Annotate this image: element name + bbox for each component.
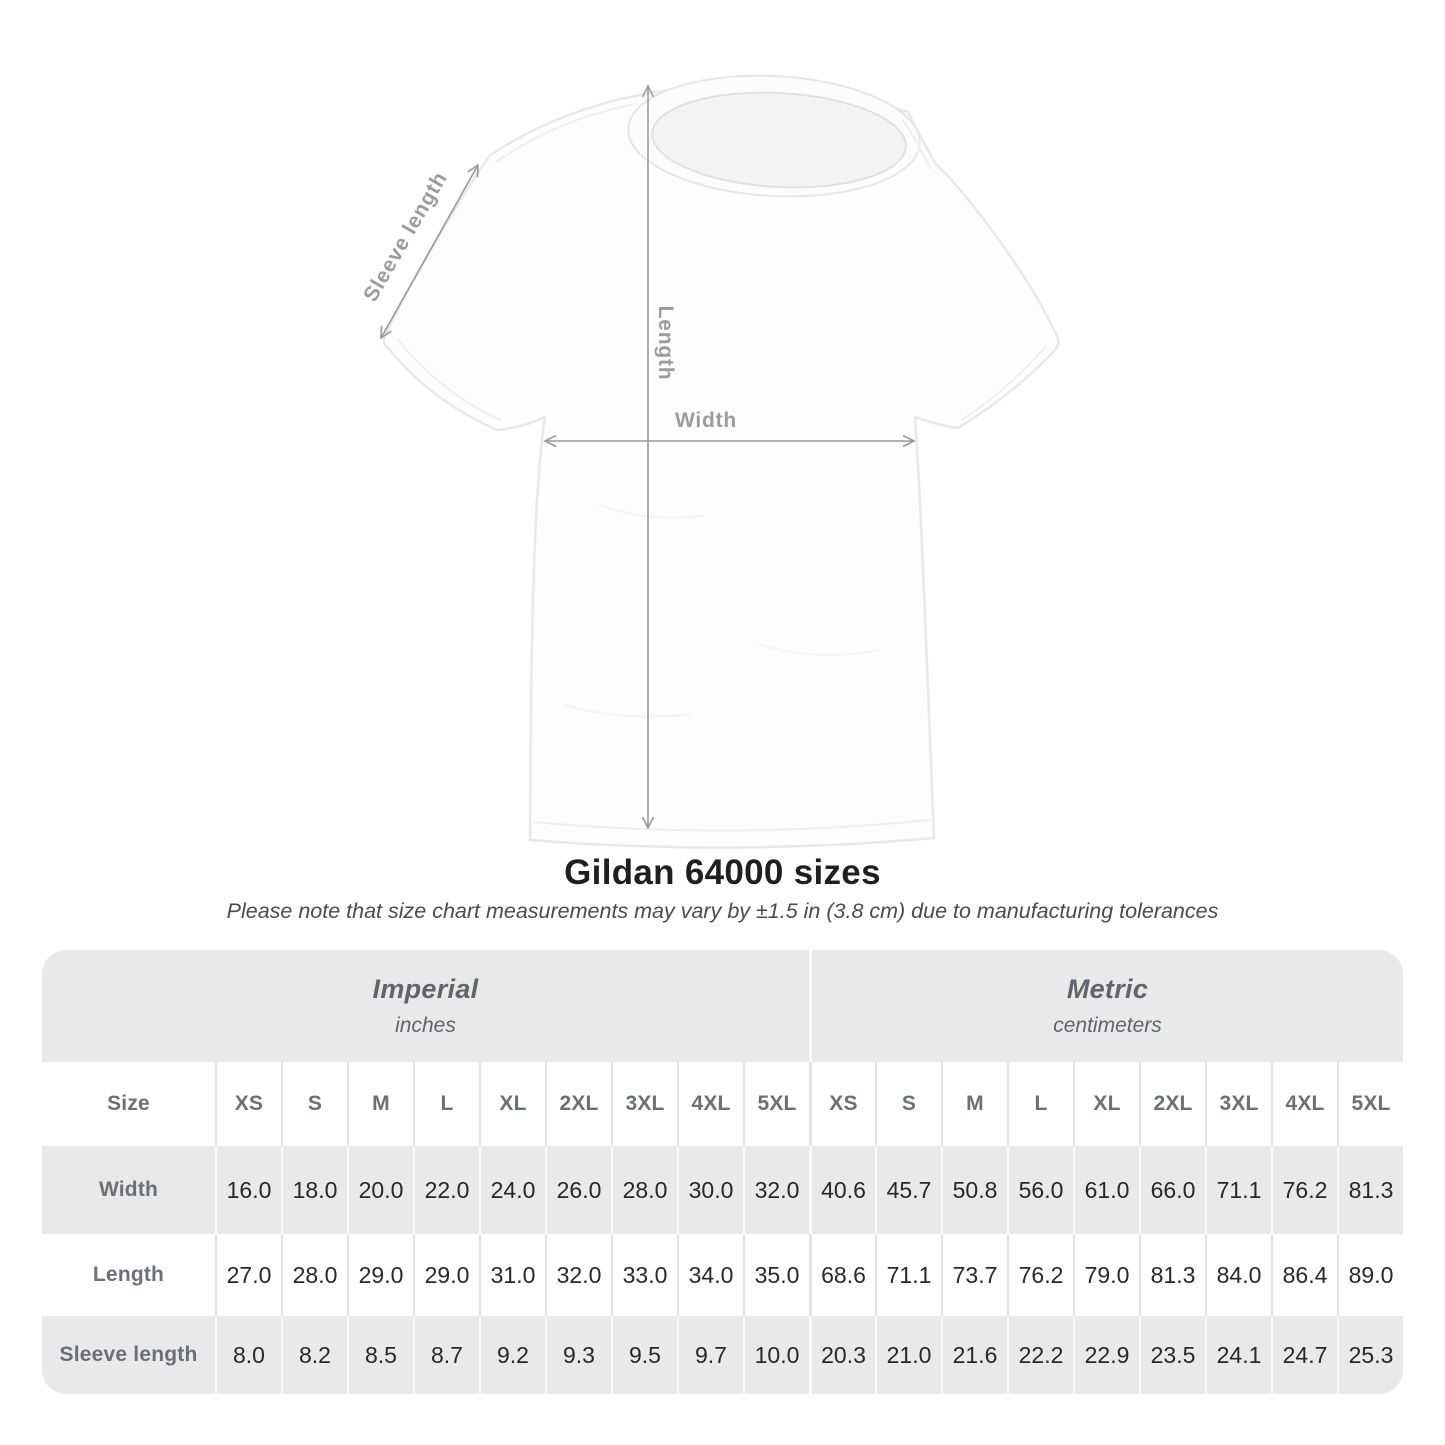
width-metric-cell: 61.0 xyxy=(1073,1146,1139,1234)
length-metric-cell: 71.1 xyxy=(875,1234,941,1316)
size-header-cell: M xyxy=(941,1062,1007,1146)
width-metric-cell: 56.0 xyxy=(1007,1146,1073,1234)
sleeve-metric-cell: 25.3 xyxy=(1337,1316,1403,1394)
length-metric-cell: 86.4 xyxy=(1271,1234,1337,1316)
sleeve-imperial-cell: 8.7 xyxy=(413,1316,479,1394)
width-imperial-cell: 32.0 xyxy=(743,1146,809,1234)
width-row-label: Width xyxy=(98,1178,159,1201)
width-metric-cell: 76.2 xyxy=(1271,1146,1337,1234)
imperial-header: Imperial xyxy=(372,974,479,1004)
length-metric-cell: 68.6 xyxy=(809,1234,875,1316)
tolerance-note: Please note that size chart measurements… xyxy=(226,899,1219,923)
metric-unit-label: centimeters xyxy=(1053,1014,1162,1037)
unit-header-row: Imperial inches Metric centimeters xyxy=(42,950,1403,1062)
size-header-cell: XS xyxy=(215,1062,281,1146)
width-measure-label: Width xyxy=(674,409,738,432)
length-imperial-cell: 29.0 xyxy=(347,1234,413,1316)
sleeve-imperial-cell: 9.5 xyxy=(611,1316,677,1394)
sleeve-length-arrow xyxy=(380,163,479,340)
length-metric-cell: 89.0 xyxy=(1337,1234,1403,1316)
size-header-cell: 4XL xyxy=(1271,1062,1337,1146)
width-imperial-cell: 26.0 xyxy=(545,1146,611,1234)
size-header-row: Size XS S M L XL 2XL 3XL 4XL 5XL XS S M … xyxy=(42,1062,1403,1146)
length-imperial-cell: 34.0 xyxy=(677,1234,743,1316)
imperial-header-group: Imperial inches xyxy=(42,950,809,1062)
size-header-cell: 3XL xyxy=(1205,1062,1271,1146)
sleeve-metric-cell: 21.6 xyxy=(941,1316,1007,1394)
sleeve-metric-cell: 24.1 xyxy=(1205,1316,1271,1394)
sleeve-imperial-cell: 9.3 xyxy=(545,1316,611,1394)
width-metric-cell: 45.7 xyxy=(875,1146,941,1234)
width-imperial-cell: 18.0 xyxy=(281,1146,347,1234)
sleeve-imperial-cell: 8.5 xyxy=(347,1316,413,1394)
size-header-cell: S xyxy=(281,1062,347,1146)
width-metric-cell: 71.1 xyxy=(1205,1146,1271,1234)
size-header-cell: M xyxy=(347,1062,413,1146)
width-imperial-cell: 20.0 xyxy=(347,1146,413,1234)
width-data-row: Width 16.0 18.0 20.0 22.0 24.0 26.0 28.0… xyxy=(42,1146,1403,1234)
length-data-row: Length 27.0 28.0 29.0 29.0 31.0 32.0 33.… xyxy=(42,1234,1403,1316)
length-metric-cell: 81.3 xyxy=(1139,1234,1205,1316)
width-imperial-cell: 24.0 xyxy=(479,1146,545,1234)
tshirt-silhouette xyxy=(382,74,1060,849)
sleeve-length-data-row: Sleeve length 8.0 8.2 8.5 8.7 9.2 9.3 9.… xyxy=(42,1316,1403,1394)
width-metric-cell: 66.0 xyxy=(1139,1146,1205,1234)
imperial-unit-label: inches xyxy=(395,1014,456,1037)
length-imperial-cell: 35.0 xyxy=(743,1234,809,1316)
sleeve-length-row-label: Sleeve length xyxy=(59,1343,198,1366)
length-imperial-cell: 27.0 xyxy=(215,1234,281,1316)
sleeve-metric-cell: 22.9 xyxy=(1073,1316,1139,1394)
width-metric-cell: 50.8 xyxy=(941,1146,1007,1234)
sleeve-metric-cell: 23.5 xyxy=(1139,1316,1205,1394)
size-header-cell: 5XL xyxy=(1337,1062,1403,1146)
size-header-cell: XL xyxy=(479,1062,545,1146)
width-imperial-cell: 30.0 xyxy=(677,1146,743,1234)
length-metric-cell: 73.7 xyxy=(941,1234,1007,1316)
length-metric-cell: 76.2 xyxy=(1007,1234,1073,1316)
metric-header: Metric xyxy=(1066,974,1149,1004)
length-metric-cell: 79.0 xyxy=(1073,1234,1139,1316)
page-title: Gildan 64000 sizes xyxy=(564,853,881,892)
size-header-cell: L xyxy=(413,1062,479,1146)
length-metric-cell: 84.0 xyxy=(1205,1234,1271,1316)
sleeve-metric-cell: 24.7 xyxy=(1271,1316,1337,1394)
width-metric-cell: 81.3 xyxy=(1337,1146,1403,1234)
size-header-cell: 4XL xyxy=(677,1062,743,1146)
length-row-label: Length xyxy=(92,1263,165,1286)
metric-header-group: Metric centimeters xyxy=(809,950,1403,1062)
width-imperial-cell: 22.0 xyxy=(413,1146,479,1234)
size-header-cell: 5XL xyxy=(743,1062,809,1146)
width-metric-cell: 40.6 xyxy=(809,1146,875,1234)
length-imperial-cell: 29.0 xyxy=(413,1234,479,1316)
size-header-cell: XS xyxy=(809,1062,875,1146)
sleeve-imperial-cell: 8.2 xyxy=(281,1316,347,1394)
width-imperial-cell: 16.0 xyxy=(215,1146,281,1234)
size-chart-table: Imperial inches Metric centimeters Size … xyxy=(42,950,1403,1394)
size-header-cell: S xyxy=(875,1062,941,1146)
length-imperial-cell: 32.0 xyxy=(545,1234,611,1316)
sleeve-imperial-cell: 10.0 xyxy=(743,1316,809,1394)
sleeve-metric-cell: 22.2 xyxy=(1007,1316,1073,1394)
size-header-cell: L xyxy=(1007,1062,1073,1146)
size-header-cell: 2XL xyxy=(1139,1062,1205,1146)
size-header-cell: 2XL xyxy=(545,1062,611,1146)
sleeve-imperial-cell: 9.2 xyxy=(479,1316,545,1394)
length-imperial-cell: 33.0 xyxy=(611,1234,677,1316)
sleeve-metric-cell: 21.0 xyxy=(875,1316,941,1394)
length-imperial-cell: 28.0 xyxy=(281,1234,347,1316)
size-row-label: Size xyxy=(107,1092,150,1115)
sleeve-imperial-cell: 8.0 xyxy=(215,1316,281,1394)
sleeve-imperial-cell: 9.7 xyxy=(677,1316,743,1394)
length-imperial-cell: 31.0 xyxy=(479,1234,545,1316)
size-header-cell: 3XL xyxy=(611,1062,677,1146)
sleeve-metric-cell: 20.3 xyxy=(809,1316,875,1394)
size-header-cell: XL xyxy=(1073,1062,1139,1146)
length-measure-label: Length xyxy=(654,305,677,381)
width-imperial-cell: 28.0 xyxy=(611,1146,677,1234)
